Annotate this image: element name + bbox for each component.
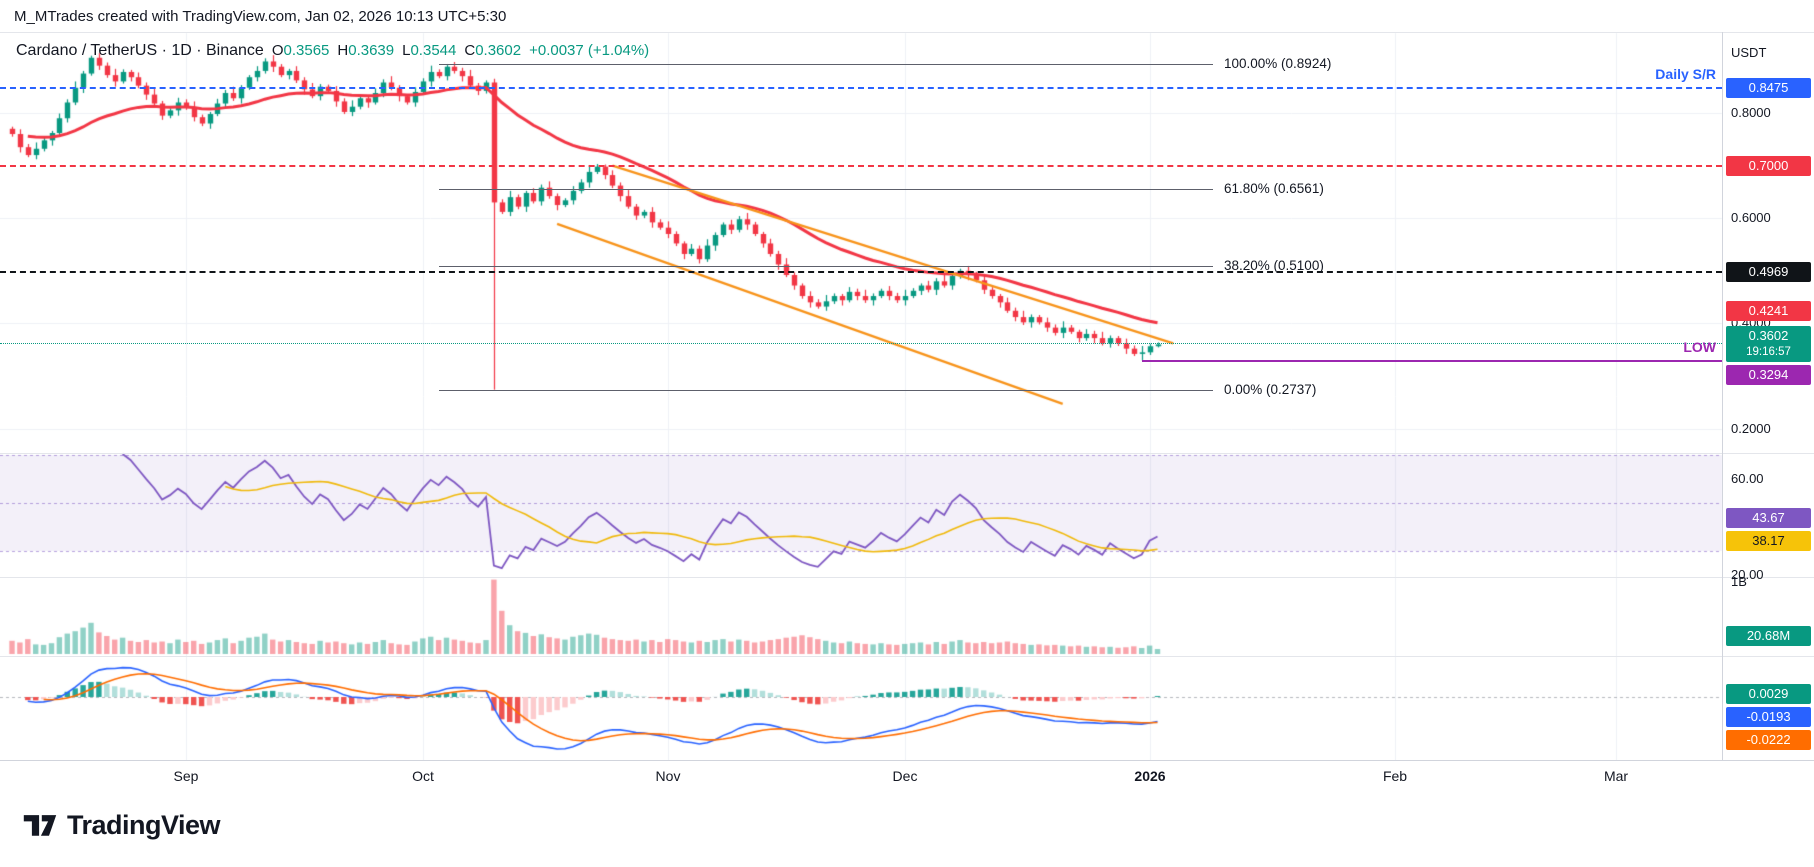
low-line[interactable] xyxy=(1142,360,1722,362)
panel-separator xyxy=(0,656,1814,657)
level-badge-0700: 0.7000 xyxy=(1726,156,1811,176)
sr-badge-text: 0.8475 xyxy=(1748,80,1789,95)
time-axis-label-oct: Oct xyxy=(412,768,434,784)
macd-signal-badge-text: -0.0222 xyxy=(1746,732,1791,747)
rsi-value-badge-text: 43.67 xyxy=(1752,510,1785,525)
sr-badge: 0.8475 xyxy=(1726,78,1811,98)
rsi-value-badge: 43.67 xyxy=(1726,508,1811,528)
symbol-title[interactable]: Cardano / TetherUS · 1D · Binance xyxy=(16,42,264,59)
last-price-badge: 0.3602 19:16:57 xyxy=(1726,326,1811,362)
low-price-badge: 0.3294 xyxy=(1726,365,1811,385)
support-line-04969[interactable] xyxy=(0,271,1722,273)
volume-tick-label: 1B xyxy=(1731,574,1747,589)
last-price-badge-countdown: 19:16:57 xyxy=(1746,346,1791,358)
price-tick-label: 0.2000 xyxy=(1731,420,1771,436)
level-badge-04969-text: 0.4969 xyxy=(1748,264,1789,279)
fib-level-label: 100.00% (0.8924) xyxy=(1224,56,1332,71)
time-axis-label-mar: Mar xyxy=(1603,768,1629,784)
level-badge-04969: 0.4969 xyxy=(1726,262,1811,282)
time-axis-label-feb: Feb xyxy=(1382,768,1408,784)
price-scale[interactable]: USDT 0.8000 0.6000 0.4000 0.2000 60.00 20.00 1… xyxy=(1722,32,1814,760)
macd-hist-badge: 0.0029 xyxy=(1726,684,1811,704)
macd-line-badge-text: -0.0193 xyxy=(1746,709,1791,724)
fib-level-line[interactable] xyxy=(439,266,1213,267)
close-value: 0.3602 xyxy=(475,42,522,59)
time-axis-label-nov: Nov xyxy=(655,768,681,784)
rsi-tick-label: 60.00 xyxy=(1731,471,1764,486)
fib-level-label: 0.00% (0.2737) xyxy=(1224,382,1317,397)
open-value: 0.3565 xyxy=(283,42,330,59)
low-label: L xyxy=(402,42,411,59)
time-axis-label-dec: Dec xyxy=(892,768,918,784)
macd-hist-badge-text: 0.0029 xyxy=(1748,686,1789,701)
fib-level-line[interactable] xyxy=(439,189,1213,190)
tradingview-logo[interactable]: TradingView xyxy=(22,808,221,842)
ma-value-badge-text: 0.4241 xyxy=(1748,303,1789,318)
rsi-ma-badge: 38.17 xyxy=(1726,531,1811,551)
footer: TradingView xyxy=(0,794,1814,867)
panel-separator xyxy=(0,32,1814,33)
fib-level-label: 38.20% (0.5100) xyxy=(1224,258,1324,273)
low-price-badge-text: 0.3294 xyxy=(1748,367,1789,382)
ma-value-badge: 0.4241 xyxy=(1726,301,1811,321)
last-price-badge-text: 0.3602 xyxy=(1748,328,1789,343)
close-label: C xyxy=(464,42,476,59)
attribution-bar: M_MTrades created with TradingView.com, … xyxy=(0,0,1814,32)
low-value: 0.3544 xyxy=(410,42,457,59)
open-label: O xyxy=(271,42,284,59)
tradingview-logo-text: TradingView xyxy=(67,809,221,840)
volume-value-badge-text: 20.68M xyxy=(1746,628,1791,643)
rsi-ma-badge-text: 38.17 xyxy=(1752,533,1785,548)
high-value: 0.3639 xyxy=(348,42,395,59)
tradingview-logo-icon xyxy=(23,815,57,836)
daily-sr-line[interactable] xyxy=(0,87,1722,89)
panel-separator xyxy=(0,453,1814,454)
low-line-label: LOW xyxy=(1683,338,1716,355)
time-axis-label-2026: 2026 xyxy=(1134,768,1166,784)
fib-level-line[interactable] xyxy=(439,390,1213,391)
current-price-line[interactable] xyxy=(0,343,1722,344)
price-tick-label: 0.6000 xyxy=(1731,210,1771,226)
resistance-line-0700[interactable] xyxy=(0,165,1722,167)
high-label: H xyxy=(337,42,349,59)
panel-separator xyxy=(0,577,1814,578)
rsi-tick-label: 20.00 xyxy=(1731,567,1764,582)
time-axis-label-sep: Sep xyxy=(173,768,199,784)
volume-value-badge: 20.68M xyxy=(1726,626,1811,646)
macd-signal-badge: -0.0222 xyxy=(1726,730,1811,750)
daily-sr-line-label: Daily S/R xyxy=(1655,66,1716,82)
attribution-text: M_MTrades created with TradingView.com, … xyxy=(14,7,507,25)
level-badge-0700-text: 0.7000 xyxy=(1748,158,1789,173)
fib-level-line[interactable] xyxy=(439,64,1213,65)
price-tick-label: 0.8000 xyxy=(1731,105,1771,120)
currency-label[interactable]: USDT xyxy=(1731,45,1767,60)
symbol-info-row[interactable]: Cardano / TetherUS · 1D · Binance O 0.356… xyxy=(16,42,649,60)
macd-line-badge: -0.0193 xyxy=(1726,707,1811,727)
fib-level-label: 61.80% (0.6561) xyxy=(1224,181,1324,196)
time-axis[interactable]: Sep Oct Nov Dec 2026 Feb Mar xyxy=(0,760,1814,795)
change-value: +0.0037 (+1.04%) xyxy=(529,42,650,59)
